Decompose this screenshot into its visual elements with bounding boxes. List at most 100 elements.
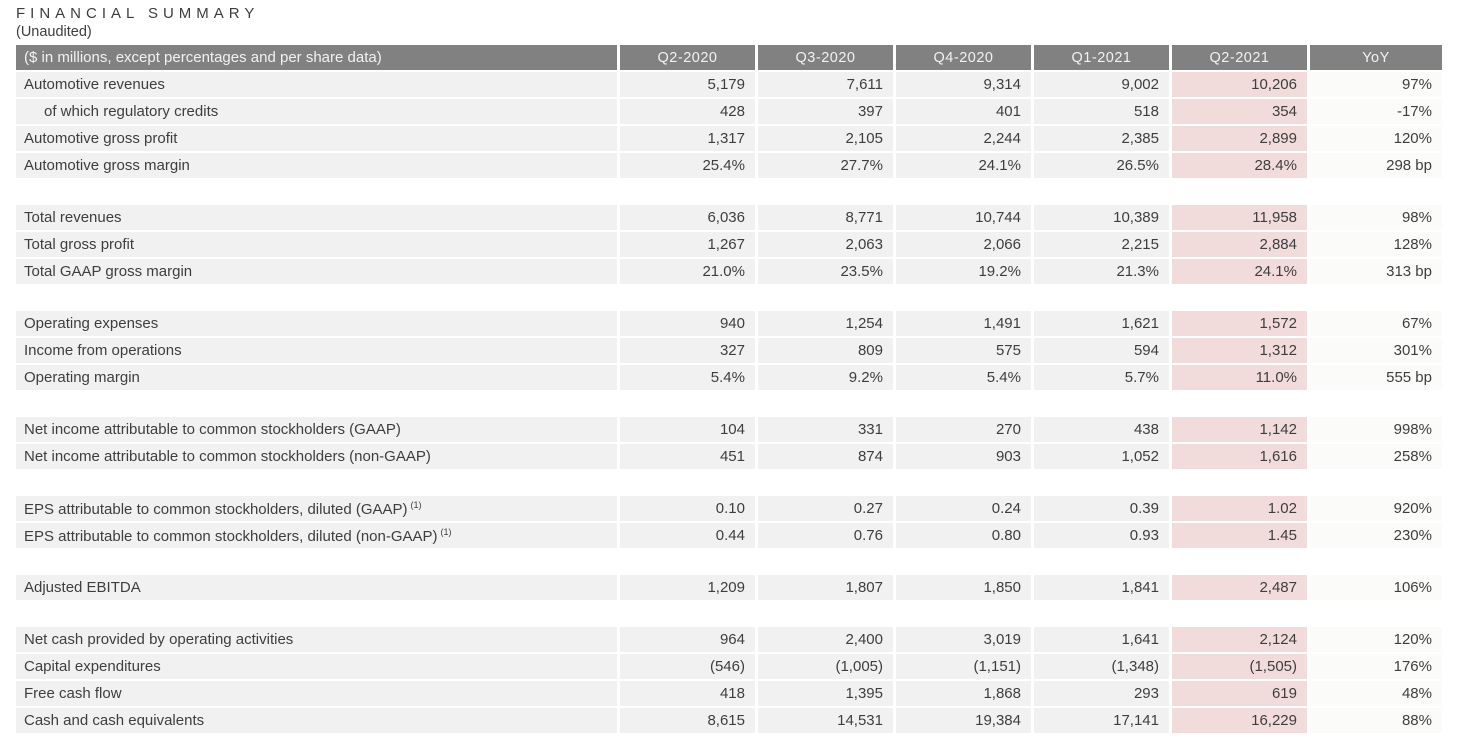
value-cell: 0.24 bbox=[896, 496, 1031, 521]
column-header-caption: ($ in millions, except percentages and p… bbox=[16, 45, 617, 70]
value-cell: (1,005) bbox=[758, 654, 893, 679]
value-cell: 438 bbox=[1034, 417, 1169, 442]
value-cell-q2-2021: 2,899 bbox=[1172, 126, 1307, 151]
row-label: EPS attributable to common stockholders,… bbox=[16, 496, 617, 521]
table-row: Income from operations 327 809 575 594 1,312 3… bbox=[16, 338, 1442, 363]
column-header-yoy: YoY bbox=[1310, 45, 1442, 70]
value-cell: 2,385 bbox=[1034, 126, 1169, 151]
page-title: FINANCIAL SUMMARY bbox=[16, 5, 260, 22]
table-row: Capital expenditures (546) (1,005) (1,151)(… bbox=[16, 654, 1442, 679]
value-cell-q2-2021: 354 bbox=[1172, 99, 1307, 124]
financial-summary-table: ($ in millions, except percentages and p… bbox=[13, 43, 1445, 735]
table-row: Total gross profit 1,267 2,063 2,066 2,215 2,… bbox=[16, 232, 1442, 257]
table-row: Operating expenses 940 1,254 1,491 1,621 1,57… bbox=[16, 311, 1442, 336]
value-cell: 19,384 bbox=[896, 708, 1031, 733]
yoy-cell: 97% bbox=[1310, 72, 1442, 97]
value-cell: 3,019 bbox=[896, 627, 1031, 652]
table-row: Net income attributable to common stockh… bbox=[16, 417, 1442, 442]
value-cell: 104 bbox=[620, 417, 755, 442]
value-cell: (1,151) bbox=[896, 654, 1031, 679]
value-cell-q2-2021: 28.4% bbox=[1172, 153, 1307, 178]
yoy-cell: 98% bbox=[1310, 205, 1442, 230]
row-label: Automotive revenues bbox=[16, 72, 617, 97]
value-cell: 19.2% bbox=[896, 259, 1031, 284]
value-cell: 5.4% bbox=[896, 365, 1031, 390]
value-cell: 1,052 bbox=[1034, 444, 1169, 469]
value-cell: 903 bbox=[896, 444, 1031, 469]
value-cell: 809 bbox=[758, 338, 893, 363]
column-header-q2-2021: Q2-2021 bbox=[1172, 45, 1307, 70]
table-row: Total GAAP gross margin 21.0% 23.5% 19.2% 21… bbox=[16, 259, 1442, 284]
row-label: Net income attributable to common stockh… bbox=[16, 417, 617, 442]
value-cell: 8,615 bbox=[620, 708, 755, 733]
value-cell: 0.93 bbox=[1034, 523, 1169, 548]
row-label: Net cash provided by operating activitie… bbox=[16, 627, 617, 652]
value-cell-q2-2021: 1.02 bbox=[1172, 496, 1307, 521]
value-cell: 1,621 bbox=[1034, 311, 1169, 336]
value-cell: 17,141 bbox=[1034, 708, 1169, 733]
value-cell: 23.5% bbox=[758, 259, 893, 284]
table-row: of which regulatory credits 428 397 401 518 3… bbox=[16, 99, 1442, 124]
yoy-cell: 120% bbox=[1310, 126, 1442, 151]
value-cell-q2-2021: 1,572 bbox=[1172, 311, 1307, 336]
row-label: Income from operations bbox=[16, 338, 617, 363]
value-cell: 1,254 bbox=[758, 311, 893, 336]
value-cell: (1,348) bbox=[1034, 654, 1169, 679]
yoy-cell: 258% bbox=[1310, 444, 1442, 469]
row-label: Cash and cash equivalents bbox=[16, 708, 617, 733]
value-cell: 940 bbox=[620, 311, 755, 336]
value-cell: 1,267 bbox=[620, 232, 755, 257]
yoy-cell: 67% bbox=[1310, 311, 1442, 336]
section-spacer bbox=[16, 550, 1442, 573]
value-cell: 2,215 bbox=[1034, 232, 1169, 257]
column-header-q3-2020: Q3-2020 bbox=[758, 45, 893, 70]
value-cell-q2-2021: 2,487 bbox=[1172, 575, 1307, 600]
section-spacer bbox=[16, 392, 1442, 415]
value-cell: 2,063 bbox=[758, 232, 893, 257]
table-body: Automotive revenues 5,179 7,611 9,314 9,002 1… bbox=[16, 72, 1442, 733]
table-row: Net income attributable to common stockh… bbox=[16, 444, 1442, 469]
row-label: Total gross profit bbox=[16, 232, 617, 257]
value-cell: 5.4% bbox=[620, 365, 755, 390]
row-label: EPS attributable to common stockholders,… bbox=[16, 523, 617, 548]
value-cell-q2-2021: 2,124 bbox=[1172, 627, 1307, 652]
row-label: Free cash flow bbox=[16, 681, 617, 706]
footnote-marker: (1) bbox=[440, 526, 452, 537]
column-header-q4-2020: Q4-2020 bbox=[896, 45, 1031, 70]
value-cell: 0.80 bbox=[896, 523, 1031, 548]
row-label: Automotive gross margin bbox=[16, 153, 617, 178]
section-spacer bbox=[16, 180, 1442, 203]
page-subtitle: (Unaudited) bbox=[16, 24, 92, 40]
value-cell: 964 bbox=[620, 627, 755, 652]
yoy-cell: 298 bp bbox=[1310, 153, 1442, 178]
yoy-cell: 48% bbox=[1310, 681, 1442, 706]
value-cell: 5,179 bbox=[620, 72, 755, 97]
footnote-marker: (1) bbox=[410, 499, 422, 510]
yoy-cell: 106% bbox=[1310, 575, 1442, 600]
row-label: Operating expenses bbox=[16, 311, 617, 336]
yoy-cell: 313 bp bbox=[1310, 259, 1442, 284]
row-label: Adjusted EBITDA bbox=[16, 575, 617, 600]
table-row: EPS attributable to common stockholders,… bbox=[16, 523, 1442, 548]
value-cell: 451 bbox=[620, 444, 755, 469]
table-row: Automotive gross profit 1,317 2,105 2,244 2,… bbox=[16, 126, 1442, 151]
yoy-cell: 88% bbox=[1310, 708, 1442, 733]
value-cell: 1,395 bbox=[758, 681, 893, 706]
value-cell: 331 bbox=[758, 417, 893, 442]
table-row: Operating margin 5.4% 9.2% 5.4% 5.7% 11.0% 555… bbox=[16, 365, 1442, 390]
value-cell: 7,611 bbox=[758, 72, 893, 97]
row-label: Net income attributable to common stockh… bbox=[16, 444, 617, 469]
section-spacer bbox=[16, 286, 1442, 309]
value-cell-q2-2021: 1,616 bbox=[1172, 444, 1307, 469]
row-label: Total GAAP gross margin bbox=[16, 259, 617, 284]
row-label: of which regulatory credits bbox=[16, 99, 617, 124]
value-cell-q2-2021: 619 bbox=[1172, 681, 1307, 706]
value-cell: 418 bbox=[620, 681, 755, 706]
table-row: Total revenues 6,036 8,771 10,744 10,389 11,9… bbox=[16, 205, 1442, 230]
yoy-cell: 128% bbox=[1310, 232, 1442, 257]
value-cell: 518 bbox=[1034, 99, 1169, 124]
table-row: Automotive gross margin 25.4% 27.7% 24.1% 26… bbox=[16, 153, 1442, 178]
table-row: EPS attributable to common stockholders,… bbox=[16, 496, 1442, 521]
value-cell: 8,771 bbox=[758, 205, 893, 230]
